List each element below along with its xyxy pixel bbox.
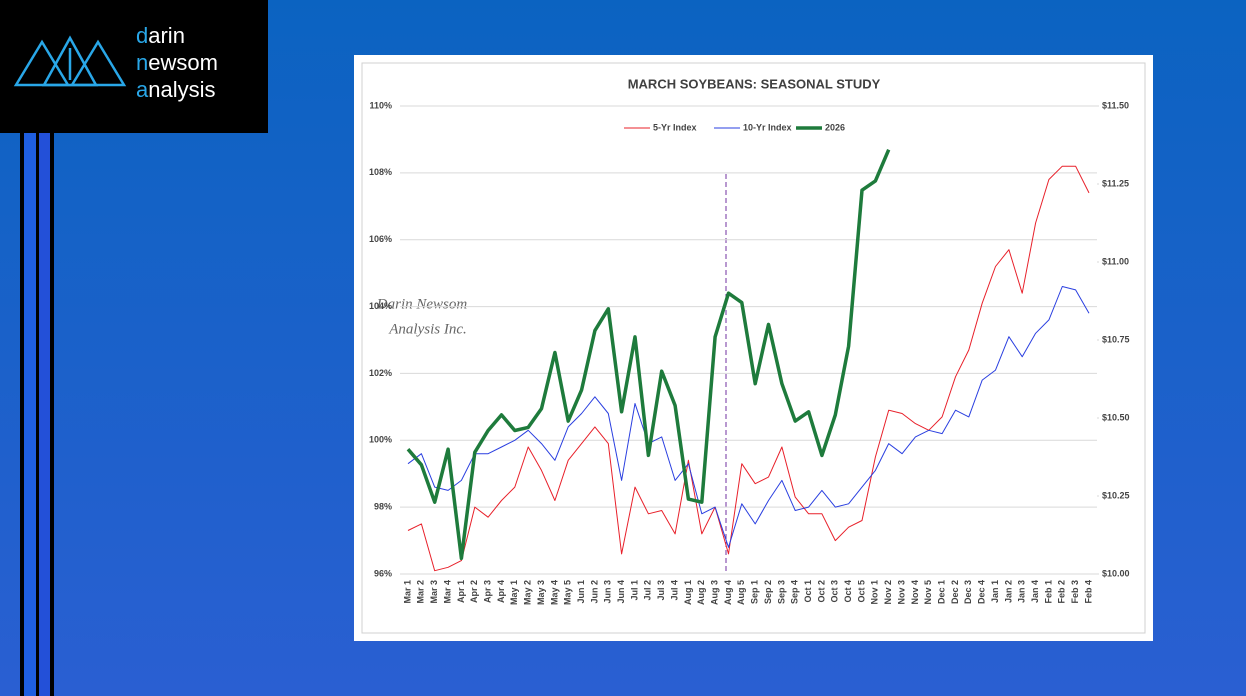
x-tick-label: Jan 2 xyxy=(1003,580,1013,603)
x-tick-label: Aug 3 xyxy=(709,580,719,605)
y-tick-label: 98% xyxy=(374,502,392,512)
x-tick-label: Aug 1 xyxy=(683,580,693,605)
y2-tick-label: $10.25 xyxy=(1102,490,1130,500)
x-tick-label: Aug 4 xyxy=(723,580,733,605)
logo-text: darin newsom analysis xyxy=(136,22,218,103)
x-tick-label: Aug 2 xyxy=(696,580,706,605)
y-tick-label: 110% xyxy=(369,100,392,110)
logo-line: newsom xyxy=(136,50,218,75)
series-line xyxy=(406,149,891,561)
x-tick-label: Oct 2 xyxy=(816,580,826,603)
x-tick-label: May 5 xyxy=(563,580,573,605)
x-tick-label: Jun 1 xyxy=(576,580,586,604)
x-tick-label: May 2 xyxy=(523,580,533,605)
x-tick-label: Apr 2 xyxy=(469,580,479,603)
legend-label: 10-Yr Index xyxy=(743,122,792,132)
x-tick-label: Feb 1 xyxy=(1043,580,1053,604)
stripe xyxy=(50,133,54,696)
x-tick-label: Oct 5 xyxy=(856,580,866,603)
y-tick-label: 102% xyxy=(369,368,392,378)
x-tick-label: Sep 4 xyxy=(790,580,800,604)
x-tick-label: Dec 2 xyxy=(950,580,960,604)
x-tick-label: Feb 4 xyxy=(1083,580,1093,604)
x-tick-label: Jul 4 xyxy=(669,580,679,601)
x-tick-label: Nov 5 xyxy=(923,580,933,605)
x-tick-label: Apr 1 xyxy=(456,580,466,603)
x-tick-label: May 1 xyxy=(509,580,519,605)
chart-panel xyxy=(354,55,1153,641)
x-tick-label: Mar 3 xyxy=(429,580,439,604)
x-tick-label: Dec 4 xyxy=(977,580,987,604)
x-tick-label: Mar 2 xyxy=(416,580,426,604)
series-line xyxy=(407,165,1090,572)
x-tick-label: Oct 4 xyxy=(843,580,853,603)
x-tick-label: Mar 4 xyxy=(442,580,452,604)
x-tick-label: Jul 2 xyxy=(643,580,653,601)
x-tick-label: Nov 3 xyxy=(896,580,906,605)
x-tick-label: Jan 4 xyxy=(1030,580,1040,603)
x-tick-label: Jan 3 xyxy=(1017,580,1027,603)
y2-tick-label: $10.00 xyxy=(1102,568,1130,578)
x-tick-label: May 3 xyxy=(536,580,546,605)
logo-line: analysis xyxy=(136,77,216,102)
y-tick-label: 100% xyxy=(369,435,392,445)
stripe xyxy=(36,133,39,696)
y2-tick-label: $11.00 xyxy=(1102,256,1129,266)
x-tick-label: Oct 1 xyxy=(803,580,813,603)
x-tick-label: Sep 1 xyxy=(750,580,760,604)
y2-tick-label: $11.25 xyxy=(1102,178,1129,188)
x-tick-label: Sep 2 xyxy=(763,580,773,604)
x-tick-label: Nov 2 xyxy=(883,580,893,605)
x-tick-label: Dec 1 xyxy=(936,580,946,604)
legend-label: 2026 xyxy=(825,122,845,132)
legend-label: 5-Yr Index xyxy=(653,122,697,132)
chart: MARCH SOYBEANS: SEASONAL STUDY Darin New… xyxy=(354,55,1153,641)
x-tick-label: Jun 4 xyxy=(616,580,626,604)
x-tick-label: Sep 3 xyxy=(776,580,786,604)
x-tick-label: Mar 1 xyxy=(402,580,412,604)
logo: darin newsom analysis xyxy=(0,0,268,133)
y-tick-label: 106% xyxy=(369,234,392,244)
x-tick-label: Aug 5 xyxy=(736,580,746,605)
stripe xyxy=(24,133,36,696)
x-tick-label: Feb 3 xyxy=(1070,580,1080,604)
x-tick-label: Jun 2 xyxy=(589,580,599,604)
x-tick-label: Dec 3 xyxy=(963,580,973,604)
watermark: Analysis Inc. xyxy=(388,321,466,337)
logo-line: darin xyxy=(136,23,185,48)
stripe xyxy=(39,133,50,696)
logo-icon xyxy=(13,35,127,87)
x-tick-label: May 4 xyxy=(549,580,559,605)
x-tick-label: Jul 1 xyxy=(629,580,639,601)
x-tick-label: Jan 1 xyxy=(990,580,1000,603)
x-tick-label: Apr 4 xyxy=(496,580,506,603)
x-tick-label: Oct 3 xyxy=(830,580,840,603)
y2-tick-label: $10.75 xyxy=(1102,334,1130,344)
x-tick-label: Apr 3 xyxy=(482,580,492,603)
x-tick-label: Jun 3 xyxy=(603,580,613,604)
y-tick-label: 108% xyxy=(369,167,392,177)
chart-border xyxy=(361,62,1146,634)
x-tick-label: Nov 1 xyxy=(870,580,880,605)
chart-title: MARCH SOYBEANS: SEASONAL STUDY xyxy=(628,76,881,91)
y2-tick-label: $11.50 xyxy=(1102,100,1129,110)
series-line xyxy=(407,286,1090,548)
y-tick-label: 96% xyxy=(374,568,392,578)
stripe xyxy=(20,133,24,696)
x-tick-label: Feb 2 xyxy=(1057,580,1067,604)
x-tick-label: Jul 3 xyxy=(656,580,666,601)
y-tick-label: 104% xyxy=(369,301,392,311)
y2-tick-label: $10.50 xyxy=(1102,412,1130,422)
x-tick-label: Nov 4 xyxy=(910,580,920,605)
watermark: Darin Newsom xyxy=(376,296,468,312)
